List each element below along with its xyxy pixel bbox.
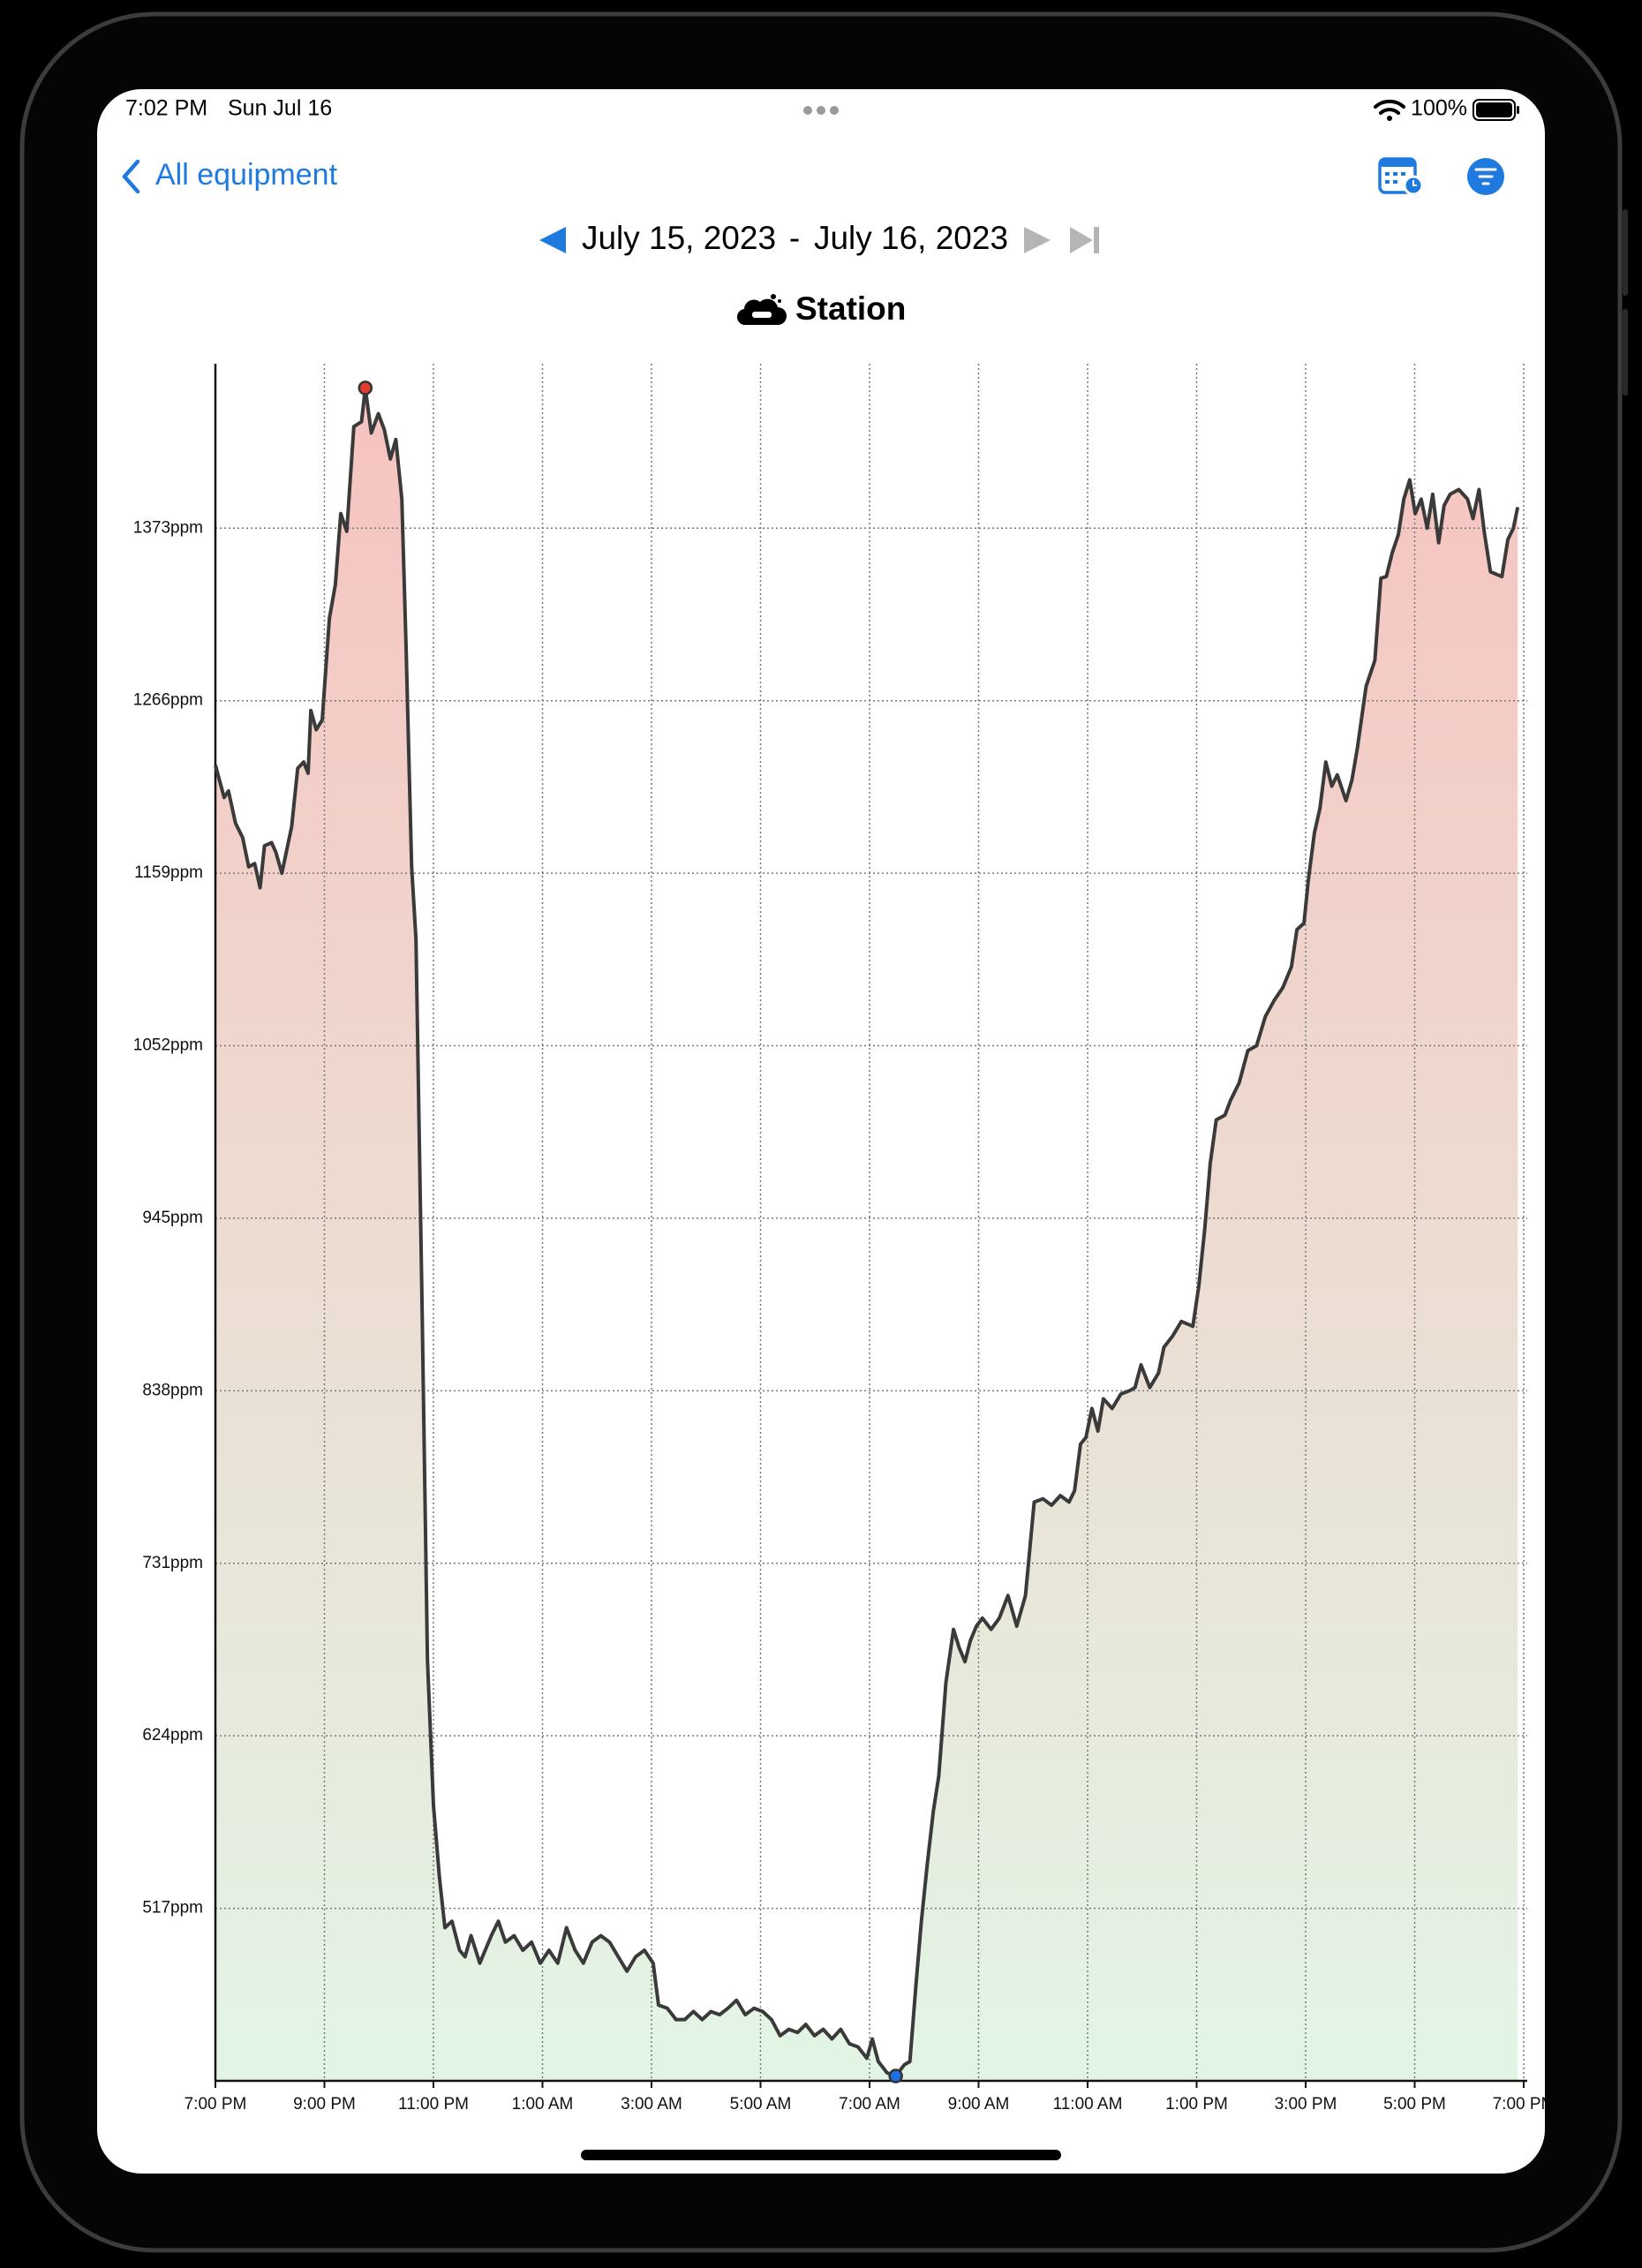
x-tick-label: 5:00 AM: [730, 2095, 792, 2114]
next-range-button[interactable]: [1024, 227, 1051, 253]
y-tick-label: 624ppm: [142, 1726, 203, 1744]
chart: 517ppm 624ppm 731ppm 838ppm 945ppm 1052ppm 115…: [133, 364, 1555, 2114]
y-tick-label: 1052ppm: [133, 1036, 203, 1055]
y-tick-label: 1373ppm: [133, 518, 203, 537]
x-tick-label: 7:00 PM: [1493, 2095, 1555, 2114]
y-tick-label: 1266ppm: [133, 691, 203, 710]
x-tick-label: 1:00 AM: [512, 2095, 574, 2114]
x-tick-label: 7:00 PM: [185, 2095, 247, 2114]
x-tick-label: 1:00 PM: [1165, 2095, 1228, 2114]
x-tick-label: 11:00 AM: [1053, 2095, 1123, 2114]
x-tick-label: 11:00 PM: [398, 2095, 469, 2114]
range-start: July 15, 2023: [582, 220, 776, 256]
min-marker: [888, 2068, 903, 2083]
battery-percent: 100%: [1411, 96, 1467, 121]
filter-button[interactable]: [1467, 158, 1504, 195]
latest-range-button[interactable]: [1070, 227, 1099, 253]
home-indicator: [581, 2150, 1061, 2160]
x-tick-label: 9:00 AM: [948, 2095, 1010, 2114]
back-label[interactable]: All equipment: [155, 158, 338, 192]
side-button: [1623, 309, 1628, 396]
range-end: July 16, 2023: [814, 220, 1008, 256]
data-line: [214, 386, 1520, 2078]
chart-title: Station: [795, 290, 906, 327]
calendar-button[interactable]: [1378, 157, 1424, 196]
x-tick-label: 3:00 PM: [1275, 2095, 1337, 2114]
back-chevron[interactable]: [122, 159, 140, 194]
x-tick-label: 7:00 AM: [839, 2095, 900, 2114]
multitask-dots: [803, 106, 839, 115]
status-date: Sun Jul 16: [228, 96, 332, 121]
back-button[interactable]: All equipment: [122, 158, 338, 194]
wifi-icon: [1374, 99, 1405, 121]
x-tick-label: 9:00 PM: [293, 2095, 356, 2114]
x-tick-label: 3:00 AM: [621, 2095, 682, 2114]
max-marker: [358, 381, 373, 396]
status-time: 7:02 PM: [125, 96, 207, 121]
battery-icon: [1473, 99, 1519, 121]
co2-icon: [736, 294, 787, 326]
side-button: [1623, 209, 1628, 296]
previous-range-button[interactable]: [539, 227, 566, 253]
area-fill: [215, 388, 1518, 2081]
range-separator: -: [789, 220, 800, 256]
y-tick-label: 1159ppm: [134, 863, 203, 882]
y-tick-label: 945ppm: [142, 1209, 203, 1227]
y-tick-label: 838ppm: [142, 1381, 203, 1399]
y-tick-label: 731ppm: [142, 1554, 203, 1572]
screen: 7:02 PM Sun Jul 16 100% All equipment: [97, 89, 1555, 2174]
x-tick-label: 5:00 PM: [1383, 2095, 1446, 2114]
y-tick-label: 517ppm: [142, 1899, 203, 1918]
